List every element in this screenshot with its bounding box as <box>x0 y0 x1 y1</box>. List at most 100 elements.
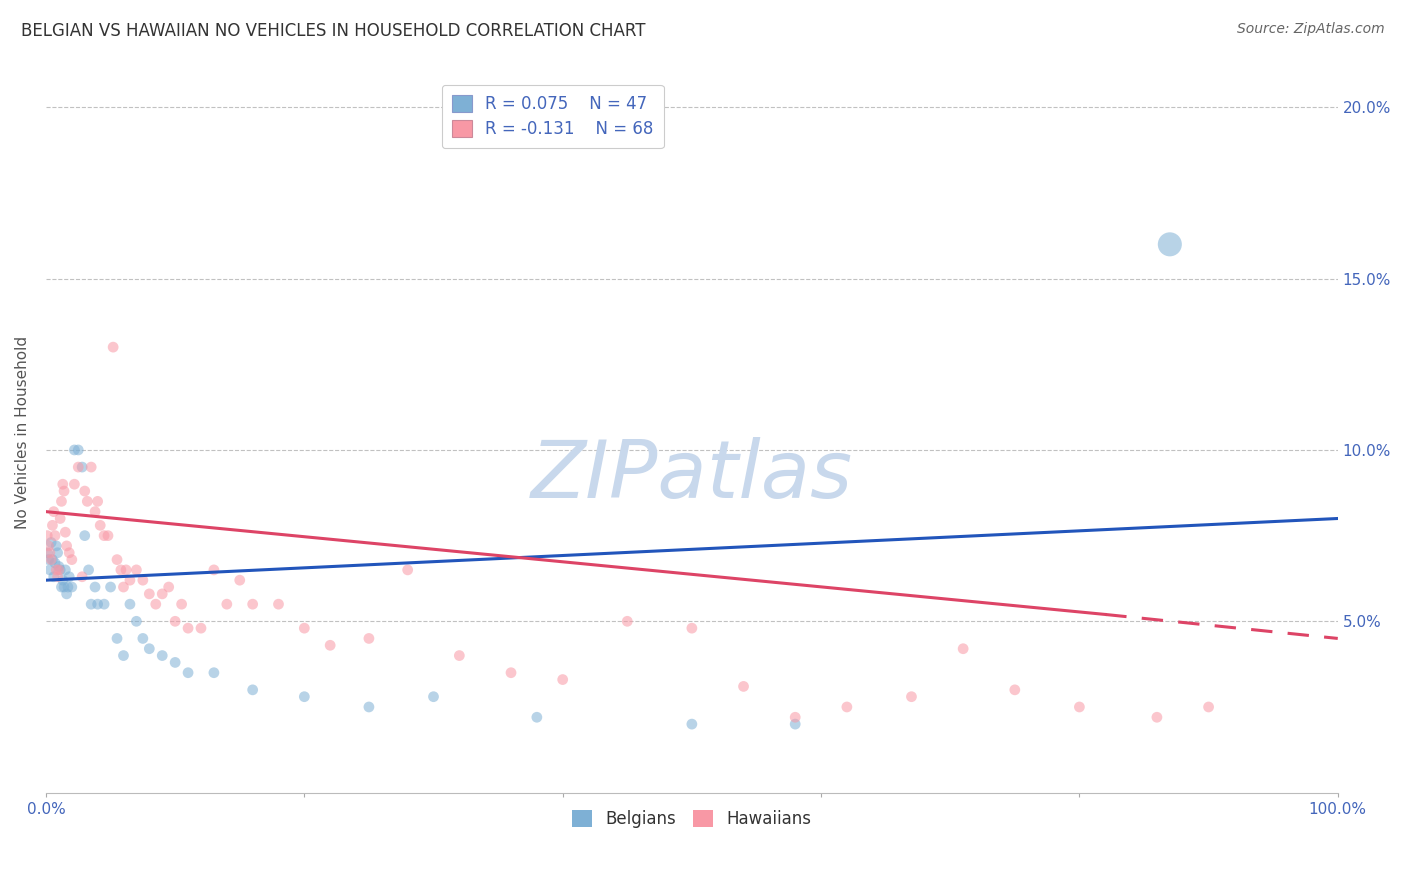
Point <box>51 580 73 594</box>
Point <box>52 573 75 587</box>
Point <box>267 597 290 611</box>
Point <box>48 563 70 577</box>
Point <box>681 717 703 731</box>
Point <box>499 665 522 680</box>
Point <box>38 563 60 577</box>
Point <box>551 673 574 687</box>
Point <box>77 563 100 577</box>
Point <box>39 535 62 549</box>
Point <box>835 700 858 714</box>
Point <box>115 563 138 577</box>
Point <box>58 546 80 560</box>
Point <box>396 563 419 577</box>
Point <box>60 580 83 594</box>
Legend: Belgians, Hawaiians: Belgians, Hawaiians <box>565 803 818 835</box>
Point <box>900 690 922 704</box>
Point <box>73 528 96 542</box>
Point <box>67 442 90 457</box>
Point <box>733 680 755 694</box>
Point <box>1159 237 1181 252</box>
Point <box>165 615 187 629</box>
Point <box>177 665 200 680</box>
Point <box>52 477 75 491</box>
Point <box>118 573 141 587</box>
Point <box>97 528 120 542</box>
Point <box>616 615 638 629</box>
Point <box>165 656 187 670</box>
Point <box>60 552 83 566</box>
Y-axis label: No Vehicles in Household: No Vehicles in Household <box>15 336 30 529</box>
Point <box>242 597 264 611</box>
Point <box>55 587 77 601</box>
Point <box>70 570 93 584</box>
Text: BELGIAN VS HAWAIIAN NO VEHICLES IN HOUSEHOLD CORRELATION CHART: BELGIAN VS HAWAIIAN NO VEHICLES IN HOUSE… <box>21 22 645 40</box>
Point <box>63 442 86 457</box>
Point <box>138 641 160 656</box>
Point <box>93 597 115 611</box>
Point <box>215 597 238 611</box>
Point <box>53 525 76 540</box>
Point <box>952 641 974 656</box>
Point <box>44 528 66 542</box>
Point <box>42 505 65 519</box>
Point <box>100 580 122 594</box>
Point <box>73 484 96 499</box>
Point <box>49 563 72 577</box>
Point <box>229 573 252 587</box>
Point <box>150 648 173 663</box>
Point <box>63 477 86 491</box>
Point <box>190 621 212 635</box>
Point <box>526 710 548 724</box>
Point <box>1004 682 1026 697</box>
Point <box>39 552 62 566</box>
Point <box>49 511 72 525</box>
Point <box>105 552 128 566</box>
Point <box>357 632 380 646</box>
Point <box>1198 700 1220 714</box>
Point <box>84 505 107 519</box>
Point <box>292 690 315 704</box>
Point <box>70 460 93 475</box>
Point <box>125 563 148 577</box>
Point <box>112 648 135 663</box>
Point <box>53 580 76 594</box>
Point <box>41 518 63 533</box>
Point <box>242 682 264 697</box>
Point <box>42 570 65 584</box>
Point <box>118 597 141 611</box>
Point <box>38 546 60 560</box>
Text: Source: ZipAtlas.com: Source: ZipAtlas.com <box>1237 22 1385 37</box>
Point <box>357 700 380 714</box>
Point <box>93 528 115 542</box>
Point <box>138 587 160 601</box>
Point <box>145 597 167 611</box>
Point <box>46 546 69 560</box>
Point <box>46 570 69 584</box>
Point <box>177 621 200 635</box>
Point <box>48 559 70 574</box>
Point <box>56 580 79 594</box>
Point <box>45 563 67 577</box>
Point <box>125 615 148 629</box>
Point <box>80 597 103 611</box>
Point <box>86 597 108 611</box>
Point <box>80 460 103 475</box>
Point <box>1069 700 1091 714</box>
Point <box>86 494 108 508</box>
Point <box>785 710 807 724</box>
Point <box>55 539 77 553</box>
Point <box>202 665 225 680</box>
Point <box>44 556 66 570</box>
Point <box>41 552 63 566</box>
Point <box>37 546 59 560</box>
Point <box>157 580 180 594</box>
Point <box>292 621 315 635</box>
Point <box>53 563 76 577</box>
Point <box>150 587 173 601</box>
Point <box>89 518 111 533</box>
Point <box>449 648 471 663</box>
Point <box>53 484 76 499</box>
Text: ZIPatlas: ZIPatlas <box>531 437 853 515</box>
Point <box>202 563 225 577</box>
Point <box>132 632 155 646</box>
